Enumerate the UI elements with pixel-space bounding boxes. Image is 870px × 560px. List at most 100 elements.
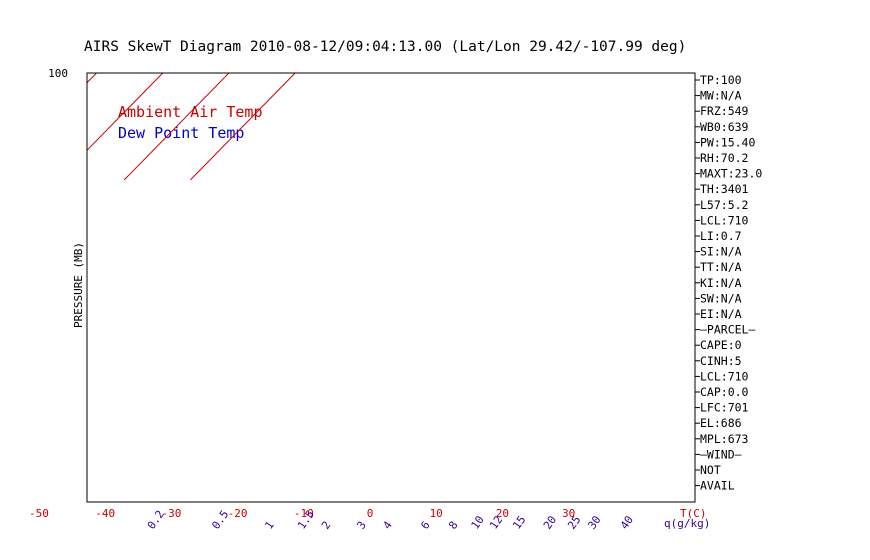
- mixing-ratio-line: [0, 0, 218, 73]
- moist-adiabat-line: [0, 0, 605, 3]
- mixing-ratio-unit-label: q(g/kg): [664, 517, 710, 530]
- mixing-ratio-line: [0, 0, 573, 73]
- isotherm-line: [0, 0, 436, 180]
- moist-adiabat-line: [0, 0, 632, 3]
- dry-adiabat-line: [0, 0, 9, 95]
- mixing-ratio-tick-label: 40: [618, 513, 636, 531]
- sounding-index-label: —WIND—: [700, 447, 742, 461]
- isotherm-line: [87, 73, 164, 152]
- plot-border: [86, 72, 696, 503]
- bottom-temp-tick-label: -30: [161, 507, 181, 520]
- mixing-ratio-line: [0, 0, 426, 73]
- bottom-temp-tick-label: -40: [95, 507, 115, 520]
- chart-title: AIRS SkewT Diagram 2010-08-12/09:04:13.0…: [84, 39, 686, 55]
- legend-dew-point-temp: Dew Point Temp: [118, 124, 244, 142]
- mixing-ratio-line: [0, 0, 626, 73]
- sounding-index-label: L57:5.2: [700, 198, 748, 212]
- moist-adiabat-line: [0, 0, 314, 3]
- parcel-profile-line: [0, 0, 404, 73]
- moist-adiabat-line: [0, 0, 526, 3]
- isotherm-line: [190, 73, 296, 181]
- mixing-ratio-tick-label: 1: [262, 519, 276, 532]
- pressure-tick-label: 100: [48, 67, 68, 80]
- isotherm-line: [0, 0, 502, 180]
- mixing-ratio-line: [0, 0, 108, 73]
- sounding-index-label: TH:3401: [700, 182, 749, 196]
- sounding-index-label: MPL:673: [700, 432, 749, 446]
- plot-area: [0, 0, 658, 181]
- mixing-ratio-tick-label: 15: [510, 513, 528, 531]
- isotherm-line: [0, 0, 238, 180]
- sounding-index-label: FRZ:549: [700, 104, 749, 118]
- isotherm-line: [87, 73, 98, 84]
- sounding-index-label: LFC:701: [700, 401, 749, 415]
- dry-adiabat-line: [0, 0, 76, 95]
- sounding-index-label: EL:686: [700, 416, 742, 430]
- bottom-temp-tick-label: -20: [228, 507, 248, 520]
- mixing-ratio-line: [0, 0, 518, 73]
- moist-adiabat-line: [0, 0, 340, 3]
- sounding-index-label: CINH:5: [700, 354, 742, 368]
- isotherm-line: [0, 0, 304, 180]
- bottom-temp-tick-label: 30: [562, 507, 575, 520]
- sounding-index-label: PW:15.40: [700, 135, 755, 149]
- mixing-ratio-line: [0, 0, 454, 73]
- mixing-ratio-tick-label: 20: [541, 513, 559, 531]
- bottom-temp-tick-label: 20: [496, 507, 509, 520]
- sounding-index-label: MAXT:23.0: [700, 167, 762, 181]
- isotherm-line: [0, 0, 105, 180]
- mixing-ratio-tick-label: 3: [354, 519, 368, 532]
- mixing-ratio-line: [0, 0, 549, 73]
- sounding-index-label: SW:N/A: [700, 291, 742, 305]
- mixing-ratio-line: [0, 0, 303, 73]
- moist-adiabat-line: [0, 0, 579, 3]
- bottom-temp-tick-label: -50: [29, 507, 49, 520]
- sounding-index-label: LCL:710: [700, 369, 749, 383]
- sounding-index-label: LI:0.7: [700, 229, 742, 243]
- sounding-index-label: —PARCEL—: [700, 323, 755, 337]
- mixing-ratio-tick-label: 2: [319, 519, 333, 532]
- mixing-ratio-line: [0, 0, 594, 73]
- sounding-index-label: LCL:710: [700, 213, 749, 227]
- mixing-ratio-line: [0, 0, 363, 73]
- mixing-ratio-tick-label: 6: [418, 519, 432, 532]
- moist-adiabat-line: [0, 0, 473, 3]
- bottom-temp-tick-label: -10: [294, 507, 314, 520]
- bottom-temp-unit-label: T(C): [680, 507, 707, 520]
- moist-adiabat-line: [0, 0, 367, 3]
- sounding-index-label: EI:N/A: [700, 307, 742, 321]
- temperature-profile-line: [0, 0, 410, 73]
- sounding-index-label: MW:N/A: [700, 89, 742, 103]
- moist-adiabat-line: [0, 0, 446, 3]
- sounding-index-label: CAPE:0: [700, 338, 742, 352]
- mixing-ratio-tick-label: 10: [469, 513, 487, 531]
- isotherm-line: [0, 0, 39, 180]
- y-axis-label: PRESSURE (MB): [72, 242, 85, 328]
- bottom-temp-tick-label: 10: [430, 507, 443, 520]
- mixing-ratio-tick-label: 12: [487, 513, 505, 531]
- moist-adiabat-line: [0, 0, 499, 3]
- mixing-ratio-tick-label: 25: [565, 513, 583, 531]
- isotherm-line: [0, 0, 370, 180]
- mixing-ratio-line: [0, 0, 153, 73]
- mixing-ratio-line: [0, 0, 271, 73]
- isotherm-line: [123, 73, 230, 181]
- sounding-index-label: SI:N/A: [700, 245, 742, 259]
- mixing-ratio-line: [0, 0, 389, 73]
- mixing-ratio-tick-label: 4: [380, 519, 395, 532]
- mixing-ratio-line: [0, 0, 495, 73]
- sounding-index-label: TP:100: [700, 73, 742, 87]
- moist-adiabat-line: [0, 0, 658, 3]
- bottom-temp-tick-label: 0: [367, 507, 374, 520]
- mixing-ratio-tick-label: 30: [585, 513, 603, 531]
- sounding-index-label: CAP:0.0: [700, 385, 749, 399]
- sounding-index-label: WB0:639: [700, 120, 749, 134]
- moist-adiabat-line: [0, 0, 393, 3]
- moist-adiabat-line: [0, 0, 552, 3]
- sounding-index-label: RH:70.2: [700, 151, 748, 165]
- sounding-index-label: NOT: [700, 463, 721, 477]
- moist-adiabat-line: [0, 0, 420, 3]
- sounding-index-label: AVAIL: [700, 479, 735, 493]
- mixing-ratio-line: [0, 0, 327, 73]
